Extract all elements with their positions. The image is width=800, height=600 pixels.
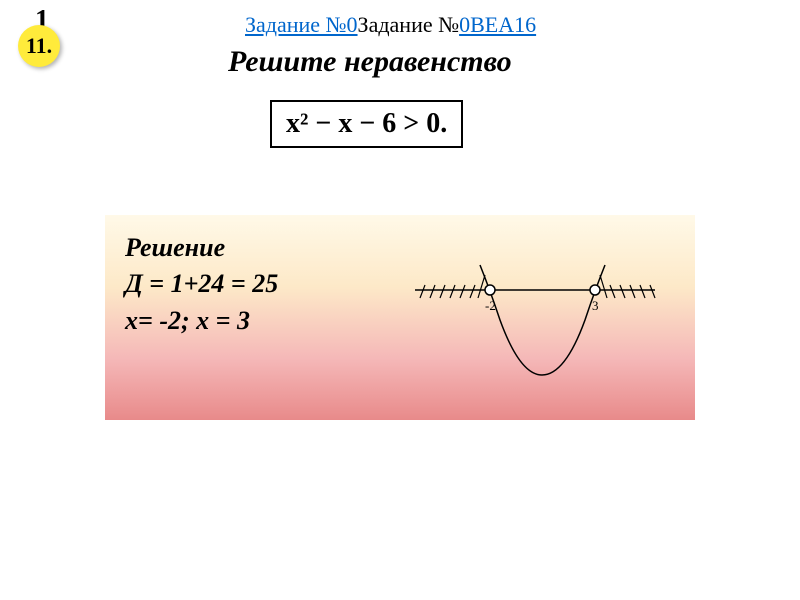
problem-badge: 11.: [18, 25, 60, 67]
task-link-1[interactable]: Задание №0: [245, 12, 358, 37]
root-label-2: 3: [592, 298, 599, 313]
task-plain: Задание №: [358, 12, 460, 37]
parabola-diagram: -2 3: [405, 250, 665, 390]
header-text: Задание №0Задание №0BEA16: [245, 12, 595, 38]
inequality-expression: x² − x − 6 > 0.: [270, 100, 463, 148]
solution-panel: Решение Д = 1+24 = 25 x= -2; x = 3 -2 3: [105, 215, 695, 420]
task-link-2[interactable]: 0BEA16: [459, 12, 536, 37]
root-label-1: -2: [485, 298, 496, 313]
page-title: Решите неравенство: [228, 45, 512, 79]
